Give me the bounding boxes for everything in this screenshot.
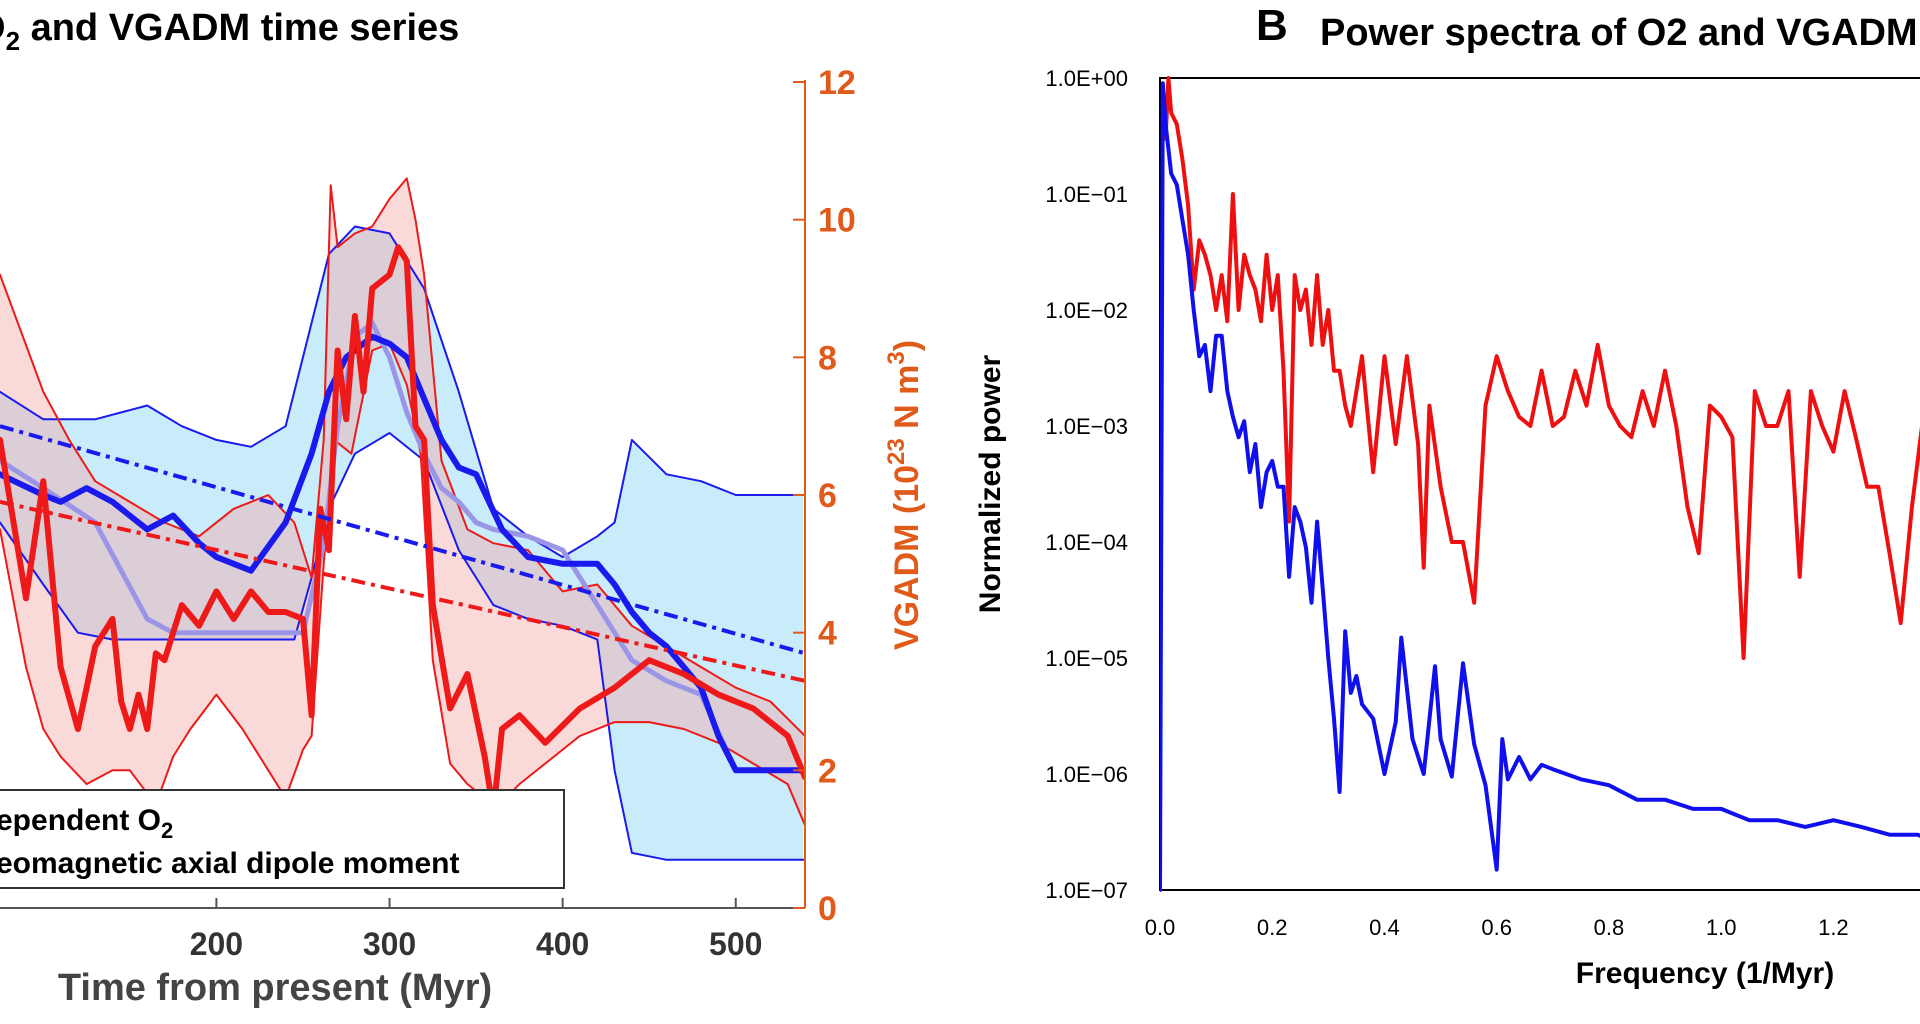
series-vgadm-spectrum [1163, 76, 1920, 660]
panel-a-title: O2 and VGADM time series [0, 7, 459, 56]
right-y-tick-label: 4 [818, 615, 837, 653]
panel-a-right-axis-label: VGADM (1023 N m3) [883, 340, 926, 650]
y-tick-label: 1.0E+00 [1045, 66, 1128, 91]
panel-b-y-axis-label: Normalized power [974, 354, 1007, 613]
y-tick-label: 1.0E−03 [1045, 414, 1128, 439]
series-o2-linear-trend [0, 424, 805, 656]
x-tick-label: 0.4 [1369, 915, 1400, 940]
series-vgadm-upper-bound [0, 177, 805, 737]
series-vgadm-lower-bound [0, 342, 805, 827]
x-tick-label: 1.0 [1706, 915, 1737, 940]
x-tick-label: 400 [536, 926, 589, 962]
panel-a-title-subscript: 2 [6, 26, 20, 56]
vgadm-label-sup2: 3 [883, 351, 910, 364]
x-tick-label: 200 [190, 926, 243, 962]
vgadm-label-sup: 23 [883, 438, 910, 465]
y-tick-label: 1.0E−02 [1045, 298, 1128, 323]
panel-b-letter: B [1256, 1, 1288, 50]
panel-a-title-rest: and VGADM time series [20, 7, 459, 49]
y-tick-label: 1.0E−01 [1045, 182, 1128, 207]
x-tick-label: 500 [709, 926, 762, 962]
series-o2-lower-bound [0, 432, 805, 861]
panel-b-chart: B Power spectra of O2 and VGADM 1.0E+00 1… [974, 1, 1920, 990]
legend-entry-o2-text: ependent O [0, 804, 161, 837]
right-y-tick-label: 6 [818, 477, 837, 515]
panel-a-legend: ependent O2 eomagnetic axial dipole mome… [0, 789, 565, 889]
y-tick-label: 1.0E−05 [1045, 646, 1128, 671]
vgadm-label-close: ) [888, 340, 926, 351]
series-vgadm-central-estimate [0, 244, 805, 815]
series-o2-upper-bound [0, 225, 805, 558]
x-tick-label: 0.0 [1145, 915, 1176, 940]
y-tick-label: 1.0E−07 [1045, 878, 1128, 903]
x-tick-label: 1.2 [1818, 915, 1849, 940]
x-tick-label: 0.2 [1257, 915, 1288, 940]
panel-a-x-axis-label: Time from present (Myr) [58, 967, 492, 1009]
x-tick-label: 300 [363, 926, 416, 962]
right-y-tick-label: 10 [818, 202, 856, 240]
legend-entry-o2-sub: 2 [161, 818, 173, 843]
series-independent-o2-light [0, 320, 805, 773]
x-tick-label: 0.6 [1481, 915, 1512, 940]
right-y-tick-label: 0 [818, 890, 837, 928]
panel-b-x-axis-label: Frequency (1/Myr) [1576, 957, 1834, 990]
panel-a-chart: O2 and VGADM time series 200 300 400 500 Ti… [0, 7, 926, 1009]
right-y-tick-label: 12 [818, 64, 856, 102]
vgadm-label-unit: N m [888, 365, 926, 439]
vgadm-uncertainty-band [0, 180, 804, 822]
legend-entry-vgadm: eomagnetic axial dipole moment [0, 847, 459, 880]
y-tick-label: 1.0E−06 [1045, 762, 1128, 787]
legend-box [0, 789, 565, 889]
x-tick-label: 0.8 [1594, 915, 1625, 940]
legend-entry-o2: ependent O2 [0, 804, 173, 843]
panel-b-title: Power spectra of O2 and VGADM [1320, 12, 1918, 54]
vgadm-label-main: VGADM (10 [888, 465, 926, 650]
y-tick-label: 1.0E−04 [1045, 530, 1128, 555]
right-y-tick-label: 8 [818, 339, 837, 377]
right-y-tick-label: 2 [818, 752, 837, 790]
series-o2-spectrum [1160, 81, 1920, 892]
series-vgadm-linear-trend [0, 499, 805, 683]
